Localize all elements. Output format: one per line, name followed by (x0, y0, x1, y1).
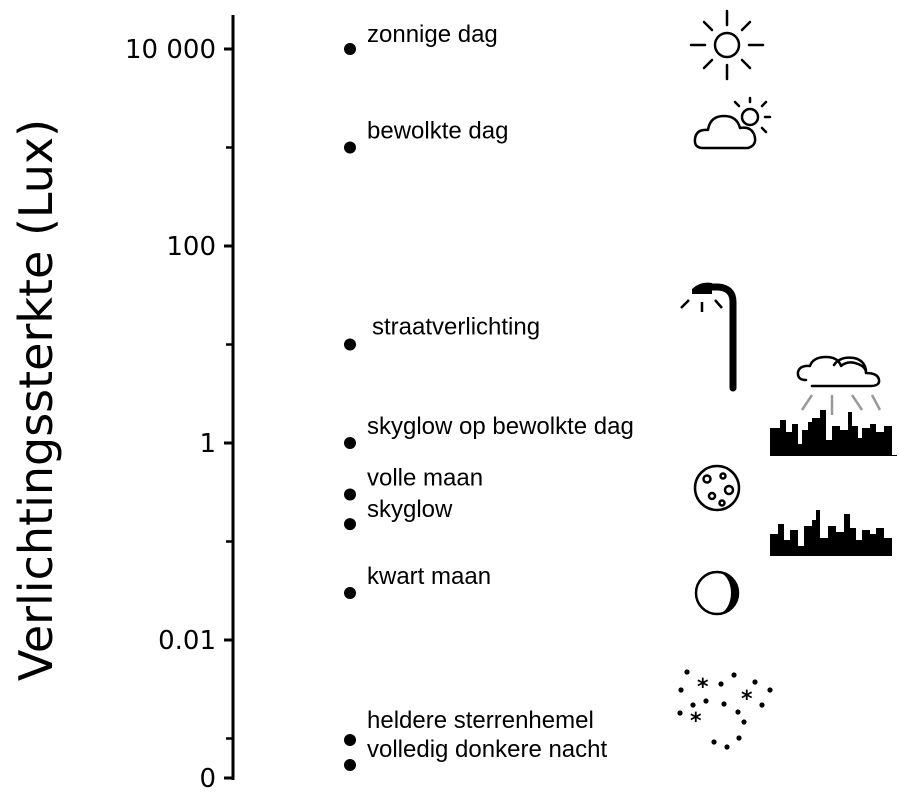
city-skyline-icon (770, 510, 892, 556)
data-point (344, 43, 356, 55)
data-point-label: kwart maan (367, 563, 491, 590)
svg-text:*: * (741, 687, 753, 712)
svg-text:*: * (697, 675, 709, 700)
data-point (344, 518, 356, 531)
data-point (344, 141, 356, 154)
y-tick-label: 10 000 (125, 35, 216, 65)
data-point (344, 587, 356, 600)
data-point-label: skyglow op bewolkte dag (367, 413, 634, 440)
sun-icon (689, 9, 765, 81)
data-point-label: straatverlichting (372, 314, 540, 341)
data-point-label: volledig donkere nacht (367, 736, 607, 763)
city-skyglow-cloud-icon (770, 355, 897, 456)
y-tick-label: 0.01 (158, 626, 216, 656)
y-axis-label: Verlichtingssterkte (Lux) (9, 119, 63, 681)
y-tick-label: 0 (199, 764, 216, 794)
data-point-label: heldere sterrenhemel (367, 707, 594, 734)
data-points: zonnige dag bewolkte dag straatverlichting… (344, 21, 634, 771)
y-tick-label: 1 (199, 429, 216, 459)
data-point-label: volle maan (367, 465, 483, 492)
starry-sky-icon: * * * (677, 669, 773, 750)
street-lamp-icon (680, 282, 737, 392)
data-point-label: bewolkte dag (367, 118, 508, 145)
data-point-label: skyglow (367, 496, 453, 523)
quarter-moon-icon (694, 570, 740, 616)
svg-text:*: * (690, 709, 702, 734)
data-point (344, 338, 356, 351)
data-point (344, 734, 356, 746)
data-point-label: zonnige dag (367, 21, 498, 48)
full-moon-icon (693, 464, 741, 512)
data-point (344, 488, 356, 501)
y-tick-label: 100 (166, 232, 216, 262)
cloudy-sun-icon (693, 96, 772, 150)
data-point (344, 437, 356, 449)
y-axis-ticks: 10 000 100 1 0.01 0 (125, 35, 233, 794)
data-point (344, 759, 356, 771)
